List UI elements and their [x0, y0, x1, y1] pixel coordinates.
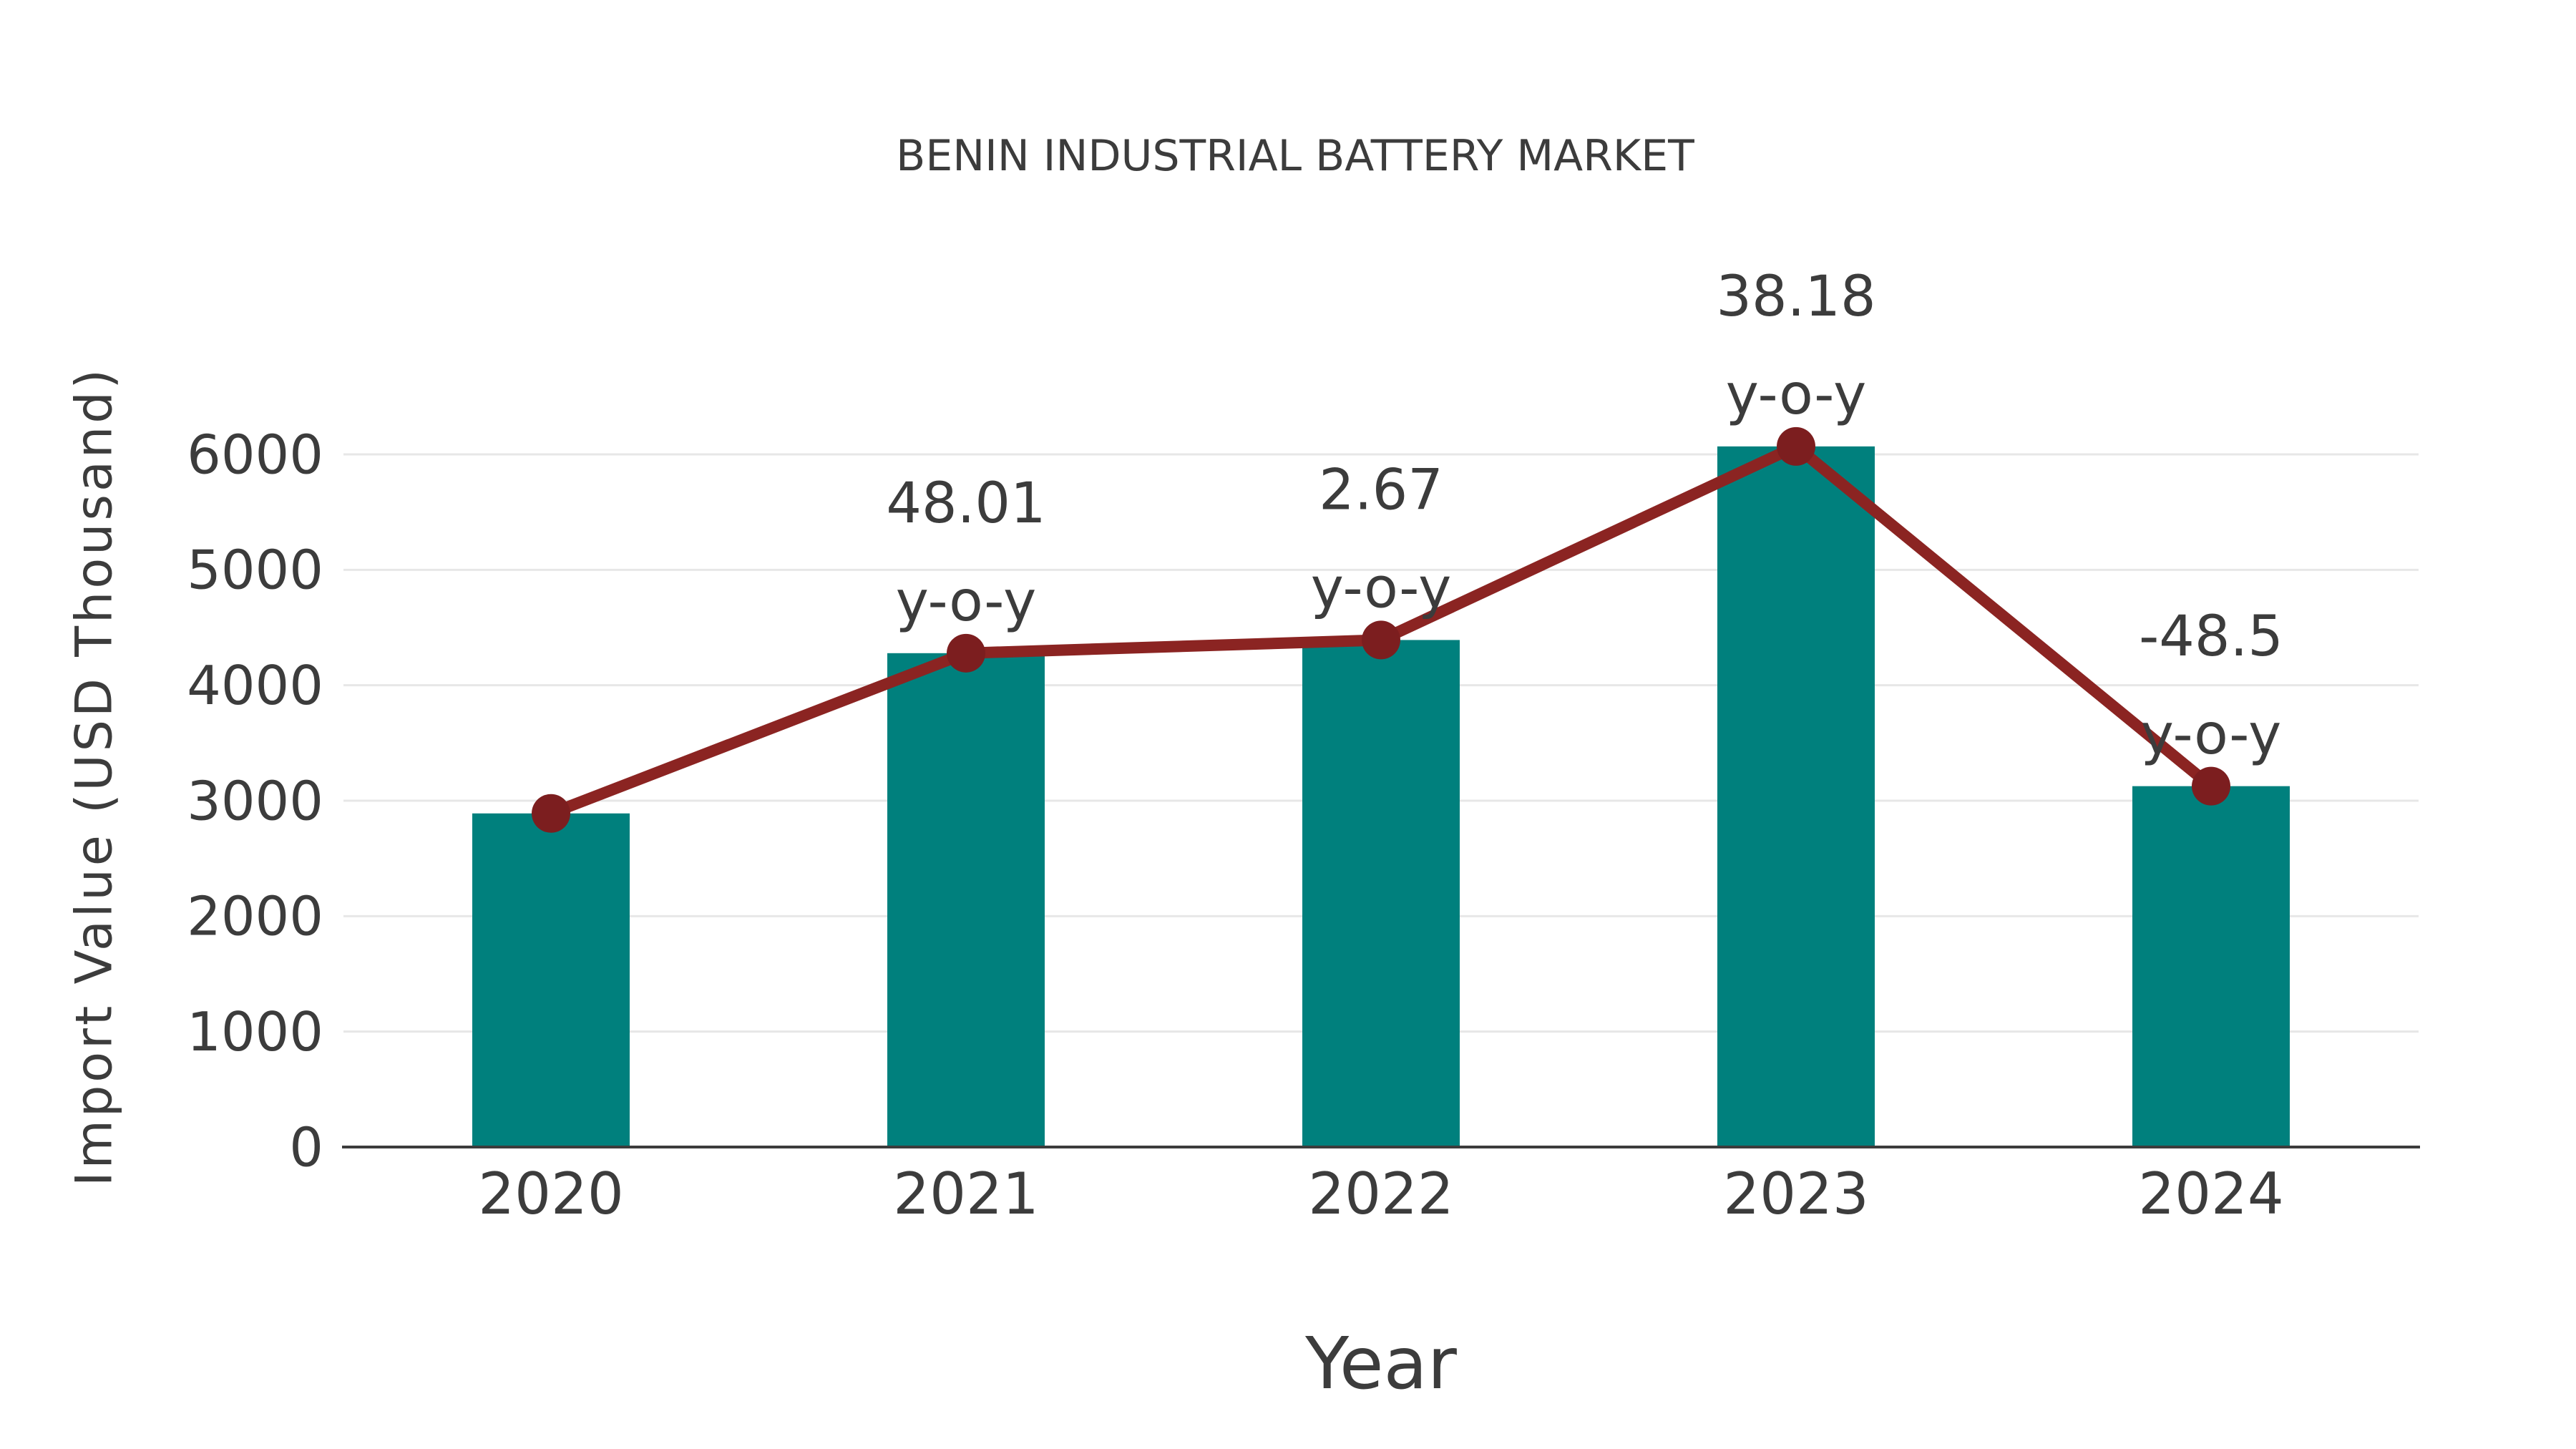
- bar-2020: [472, 813, 630, 1147]
- x-tick-label-2021: 2021: [893, 1161, 1039, 1227]
- bar-series: [472, 446, 2290, 1147]
- y-tick-label: 6000: [187, 423, 323, 486]
- annotation-suffix-2021: y-o-y: [896, 570, 1037, 634]
- x-tick-labels: 2020 2021 2022 2023 2024: [478, 1161, 2284, 1227]
- trend-marker-2024: [2192, 766, 2230, 806]
- x-tick-label-2024: 2024: [2138, 1161, 2284, 1227]
- y-tick-label: 2000: [187, 885, 323, 948]
- annotation-value-2021: 48.01: [886, 472, 1045, 536]
- bar-2022: [1302, 640, 1460, 1147]
- annotation-suffix-2024: y-o-y: [2141, 703, 2282, 767]
- y-tick-label: 5000: [187, 539, 323, 602]
- y-axis-title: Import Value (USD Thousand): [65, 366, 124, 1186]
- y-tick-label: 4000: [187, 654, 323, 717]
- bar-2021: [887, 653, 1045, 1147]
- line-series: [532, 426, 2230, 833]
- annotation-value-2023: 38.18: [1716, 265, 1875, 329]
- annotation-suffix-2022: y-o-y: [1311, 557, 1452, 621]
- trend-marker-2023: [1777, 426, 1815, 466]
- y-tick-label: 1000: [187, 1000, 323, 1063]
- y-tick-label: 3000: [187, 769, 323, 832]
- x-tick-label-2020: 2020: [478, 1161, 624, 1227]
- bar-2024: [2132, 786, 2290, 1147]
- y-tick-labels: 0 1000 2000 3000 4000 5000 6000: [187, 423, 323, 1179]
- x-tick-label-2022: 2022: [1308, 1161, 1454, 1227]
- annotation-suffix-2023: y-o-y: [1726, 363, 1867, 427]
- trend-marker-2021: [947, 633, 985, 673]
- annotations: 48.01 y-o-y 2.67 y-o-y 38.18 y-o-y -48.5 y-o-y: [886, 265, 2283, 767]
- x-tick-label-2023: 2023: [1723, 1161, 1869, 1227]
- bar-2023: [1717, 446, 1875, 1147]
- x-axis-title: Year: [1304, 1322, 1458, 1405]
- annotation-value-2022: 2.67: [1319, 459, 1443, 523]
- trend-marker-2020: [532, 794, 570, 833]
- y-tick-label: 0: [289, 1116, 323, 1179]
- annotation-value-2024: -48.5: [2139, 605, 2283, 669]
- chart-title: BENIN INDUSTRIAL BATTERY MARKET: [896, 131, 1694, 181]
- trend-marker-2022: [1362, 620, 1400, 660]
